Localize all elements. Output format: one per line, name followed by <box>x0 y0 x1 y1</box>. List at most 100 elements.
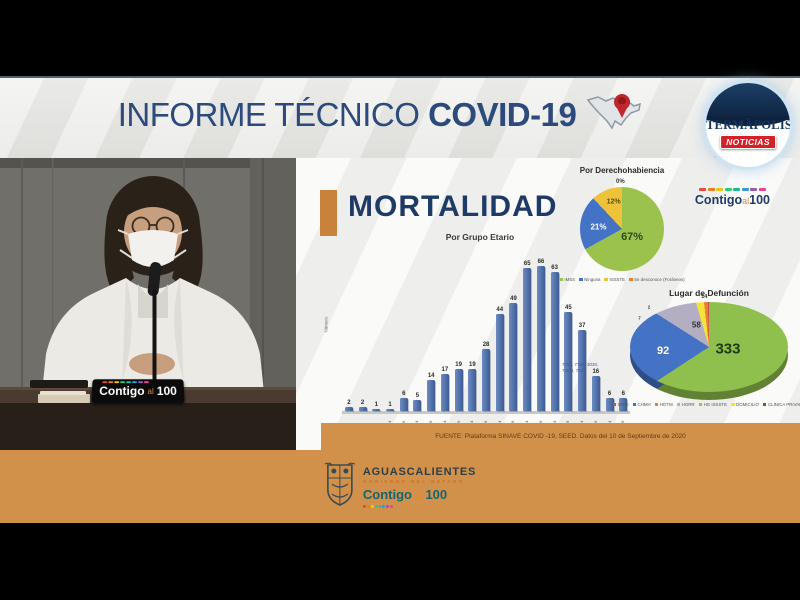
title-bold: COVID-19 <box>428 96 577 133</box>
bar: 615 a 19 <box>397 243 411 434</box>
speaker-photo: Contigo al 100 <box>0 158 296 450</box>
legend-item: HGRR <box>676 402 695 407</box>
bar-chart-plot: 2< 121 a 415 a 9110 a 14615 a 19520 a 24… <box>342 243 630 434</box>
bar-value-label: 19 <box>455 362 462 369</box>
pie-value-label: 333 <box>715 340 741 358</box>
pie-value-label: 0% <box>615 178 625 185</box>
bar: 15 a 9 <box>369 243 383 434</box>
bar-value-label: 2 <box>347 399 351 406</box>
source-text: FUENTE: Plataforma SINAVE COVID -19, SEE… <box>435 433 686 440</box>
bar: 2< 1 <box>342 243 356 434</box>
footer-state-name: AGUASCALIENTES <box>362 466 477 478</box>
bar-chart-ylabel: Número <box>323 316 329 333</box>
pie-value-label: 12% <box>606 198 621 206</box>
bar: 6665 a 69 <box>534 243 548 434</box>
letterbox-top <box>0 0 800 76</box>
mexico-map-pin-icon <box>586 92 642 138</box>
bar-value-label: 17 <box>441 366 449 373</box>
pie-value-label: 58 <box>691 320 701 330</box>
bar: 110 a 14 <box>383 243 397 434</box>
legend-item: IMSS <box>612 402 629 407</box>
bar-value-label: 6 <box>607 390 612 397</box>
state-government-logo: AGUASCALIENTES GOBIERNO DEL ESTADO Conti… <box>324 462 476 508</box>
bar: 690 a 94 <box>603 243 617 434</box>
bar: 4955 a 59 <box>507 243 521 434</box>
bar-value-label: 1 <box>388 401 392 408</box>
footer-gobierno-line: GOBIERNO DEL ESTADO <box>362 479 465 484</box>
bar: 2845 a 49 <box>479 243 493 434</box>
bar: 6370 a 74 <box>548 243 562 434</box>
letterbox-bottom <box>0 523 800 600</box>
header-band <box>0 76 800 158</box>
plate-color-dashes <box>102 381 149 384</box>
bar: 520 a 24 <box>411 243 425 434</box>
bar-value-label: 44 <box>496 307 504 314</box>
footer-orange-band <box>0 450 800 523</box>
contigo-al-100-logo: Contigoal100 <box>695 188 770 207</box>
bar-value-label: 63 <box>551 265 558 272</box>
bar-value-label: 66 <box>537 258 545 265</box>
legend-item: HGTM <box>654 402 673 407</box>
pie-value-label: 21% <box>590 222 607 232</box>
bar-value-label: 2 <box>360 399 365 406</box>
lugar-defuncion-pie-chart: Lugar de Defunción 333 92 58 14 7 2 IMSS CHMH H… <box>612 288 800 407</box>
bar-value-label: 49 <box>510 296 517 303</box>
legend-item: CHMH <box>632 402 651 407</box>
legend-item: ISSSTE <box>604 277 625 282</box>
bar-value-label: 28 <box>482 342 490 349</box>
speaker-illustration <box>0 158 296 450</box>
legend-item: DOMICILIO <box>731 402 759 407</box>
slide-accent-bar <box>320 190 337 236</box>
bar: 1935 a 39 <box>452 243 466 434</box>
bar-value-label: 37 <box>578 322 586 329</box>
pie2-graphic: 333 92 58 14 7 2 <box>630 294 788 402</box>
bar: 1425 a 29 <box>424 243 438 434</box>
bar: 6560 a 64 <box>520 243 534 434</box>
source-strip: FUENTE: Plataforma SINAVE COVID -19, SEE… <box>321 423 800 450</box>
bar: 21 a 4 <box>356 243 370 434</box>
legend-item: CLINICA PRIVADA <box>762 402 800 407</box>
legend-item: Se desconoce (Foráneos) <box>629 277 685 282</box>
bar: 1940 a 44 <box>465 243 479 434</box>
plate-word-contigo: Contigo <box>98 384 145 398</box>
age-group-bar-chart: Por Grupo Etario Número 2< 121 a 415 a 9… <box>324 232 630 434</box>
bar-value-label: 1 <box>374 401 378 408</box>
mic-desk-plate: Contigo al 100 <box>91 379 185 404</box>
pie1-title: Por Derechohabiencia <box>579 166 665 175</box>
title-regular: INFORME TÉCNICO <box>117 96 429 133</box>
pie2-legend: IMSS CHMH HGTM HGRR HG ISSSTE DOMICILIO CLINIC… <box>612 402 800 407</box>
bar-value-label: 65 <box>523 261 531 267</box>
contigo-word: Contigo <box>694 192 743 207</box>
pie1-legend: IMSS Ninguna ISSSTE Se desconoce (Foráneos) <box>552 277 692 282</box>
pie-value-label: 7 <box>638 315 641 321</box>
bar: 1730 a 34 <box>438 243 452 434</box>
pie2-title: Lugar de Defunción <box>669 288 749 298</box>
plate-word-100: 100 <box>156 384 178 398</box>
bar-value-label: 14 <box>427 373 435 380</box>
pie-value-label: 67% <box>621 231 644 244</box>
derechohabiencia-pie-chart: Por Derechohabiencia 67% 21% 12% 0% IMSS Nin… <box>552 166 692 282</box>
bar: 3780 a 84 <box>575 243 589 434</box>
contigo-al: al <box>742 195 750 206</box>
bar: 1685 a 89 <box>589 243 603 434</box>
bar-value-label: 6 <box>621 390 625 397</box>
bar-value-label: 45 <box>565 305 572 311</box>
page-title: INFORME TÉCNICO COVID-19 <box>0 92 760 138</box>
footer-contigo-al-100: Contigo al 100 <box>362 487 448 502</box>
contigo-100: 100 <box>749 192 770 207</box>
pie-value-label: 2 <box>647 304 651 310</box>
channel-logo-dome <box>706 83 790 126</box>
bar: 4575 a 79 <box>562 243 576 434</box>
bar: 4450 a 54 <box>493 243 507 434</box>
bar-value-label: 19 <box>468 362 476 369</box>
bar-value-label: 6 <box>402 390 406 397</box>
plate-word-al: al <box>147 386 154 396</box>
pie-value-label: 92 <box>657 344 670 357</box>
presentation-slide: MORTALIDAD Contigoal100 Por Grupo Etario… <box>296 158 800 450</box>
legend-item: Ninguna <box>579 277 600 282</box>
bar-value-label: 5 <box>415 393 420 399</box>
channel-badge: NOTICIAS <box>720 135 776 150</box>
pie-value-label: 14 <box>701 293 708 300</box>
footer-color-bar <box>362 505 393 508</box>
